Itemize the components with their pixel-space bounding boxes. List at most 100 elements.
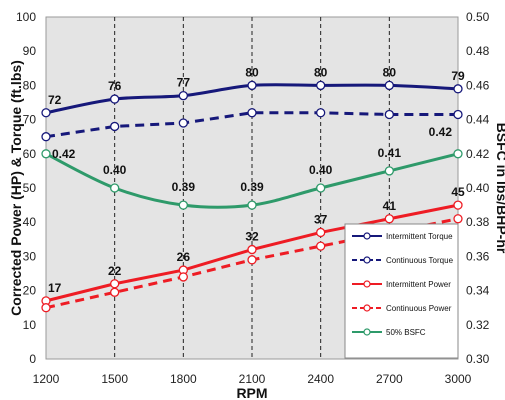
y-tick-label: 30	[23, 249, 37, 263]
y2-tick-label: 0.38	[466, 215, 490, 229]
y-axis-title: Corrected Power (HP) & Torque (ft.lbs)	[8, 60, 24, 316]
data-point-continuous-power	[110, 287, 120, 297]
x-tick-label: 1500	[101, 372, 128, 386]
y-tick-label: 40	[23, 215, 37, 229]
x-axis-title: RPM	[236, 385, 267, 400]
legend-marker-continuous-torque	[363, 256, 371, 264]
y-tick-label: 80	[23, 78, 37, 92]
data-label-intermittent-power: 32	[245, 230, 259, 244]
legend-label-continuous-torque: Continuous Torque	[386, 256, 454, 265]
data-point-50-bsfc	[41, 149, 51, 159]
x-tick-label: 1800	[170, 372, 197, 386]
y-tick-label: 20	[23, 284, 37, 298]
data-label-intermittent-torque: 79	[451, 69, 465, 83]
data-point-intermittent-power	[316, 227, 326, 238]
right-axis-ticks: 0.30 0.32 0.34 0.36 0.38 0.40 0.42 0.44 0.46 0.48…	[466, 10, 490, 366]
legend-label-50-bsfc: 50% BSFC	[386, 328, 426, 337]
data-point-continuous-torque	[384, 109, 394, 120]
x-tick-label: 3000	[445, 372, 472, 386]
data-point-continuous-torque	[110, 121, 120, 132]
x-tick-label: 2100	[239, 372, 266, 386]
data-label-intermittent-torque: 80	[314, 65, 328, 79]
data-point-continuous-torque	[178, 118, 188, 128]
data-point-intermittent-power	[453, 200, 463, 210]
y2-axis-title: BSFC in lbs/BHP-hr	[494, 123, 505, 254]
data-point-intermittent-torque	[384, 80, 394, 91]
data-label-intermittent-torque: 80	[383, 65, 397, 79]
data-label-intermittent-power: 41	[383, 199, 397, 213]
data-label-50-bsfc: 0.40	[309, 163, 333, 177]
data-point-50-bsfc	[178, 200, 188, 210]
data-point-intermittent-power	[384, 214, 394, 224]
y2-tick-label: 0.30	[466, 352, 490, 366]
y-tick-label: 60	[23, 147, 37, 161]
legend-label-intermittent-power: Intermittent Power	[386, 280, 451, 289]
legend-marker-intermittent-power	[363, 280, 371, 288]
data-point-continuous-power	[453, 214, 463, 224]
data-label-intermittent-torque: 80	[245, 65, 259, 79]
data-point-intermittent-torque	[453, 84, 463, 94]
y2-tick-label: 0.46	[466, 78, 490, 92]
y2-tick-label: 0.36	[466, 249, 490, 263]
data-point-continuous-torque	[41, 132, 51, 142]
legend-marker-continuous-power	[363, 304, 371, 312]
left-axis-ticks: 0 10 20 30 40 50 60 70 80 90 100	[16, 10, 36, 366]
legend-label-continuous-power: Continuous Power	[386, 304, 452, 313]
data-point-continuous-power	[316, 241, 326, 251]
y-tick-label: 50	[23, 181, 37, 195]
data-label-intermittent-power: 45	[451, 185, 465, 199]
data-label-intermittent-power: 26	[177, 250, 191, 264]
y-tick-label: 10	[23, 318, 37, 332]
y2-tick-label: 0.34	[466, 284, 490, 298]
data-point-continuous-torque	[453, 109, 463, 120]
legend-marker-intermittent-torque	[363, 232, 371, 240]
data-point-continuous-power	[178, 272, 188, 282]
y-tick-label: 100	[16, 10, 36, 24]
y2-tick-label: 0.42	[466, 147, 490, 161]
data-label-intermittent-torque: 76	[108, 79, 122, 93]
data-labels: 72 76 77 80 80 80 79 17 22 26 32 37 41 45 0.42 0.40 0.39…	[48, 65, 465, 294]
data-point-50-bsfc	[384, 166, 394, 176]
data-label-50-bsfc: 0.41	[378, 146, 402, 160]
x-axis-ticks: 1200 1500 1800 2100 2400 2700 3000	[33, 372, 472, 386]
y2-tick-label: 0.32	[466, 318, 490, 332]
y2-tick-label: 0.50	[466, 10, 490, 24]
data-point-continuous-torque	[247, 108, 257, 118]
data-point-50-bsfc	[110, 183, 120, 193]
data-label-50-bsfc: 0.42	[52, 147, 76, 161]
x-tick-label: 2400	[307, 372, 334, 386]
data-label-intermittent-torque: 72	[48, 93, 62, 107]
data-point-intermittent-torque	[178, 91, 188, 101]
data-point-intermittent-torque	[110, 94, 120, 104]
x-tick-label: 1200	[33, 372, 60, 386]
data-point-continuous-power	[41, 303, 51, 313]
data-point-intermittent-torque	[316, 80, 326, 91]
data-point-intermittent-torque	[247, 80, 257, 91]
data-point-intermittent-power	[247, 244, 257, 255]
legend-label-intermittent-torque: Intermittent Torque	[386, 232, 453, 241]
data-label-50-bsfc: 0.39	[240, 180, 264, 194]
y2-tick-label: 0.48	[466, 44, 490, 58]
data-point-50-bsfc	[316, 183, 326, 193]
data-label-intermittent-power: 37	[314, 212, 328, 226]
y-tick-label: 90	[23, 44, 37, 58]
legend-box	[344, 223, 459, 359]
data-label-intermittent-torque: 77	[177, 76, 191, 90]
data-label-50-bsfc: 0.39	[172, 180, 196, 194]
data-label-50-bsfc: 0.42	[429, 125, 453, 139]
legend-marker-50-bsfc	[363, 328, 371, 336]
x-tick-label: 2700	[376, 372, 403, 386]
y-tick-label: 0	[29, 352, 36, 366]
y2-tick-label: 0.40	[466, 181, 490, 195]
data-point-50-bsfc	[453, 149, 463, 159]
data-point-continuous-torque	[316, 108, 326, 118]
data-point-intermittent-torque	[41, 108, 51, 118]
data-point-50-bsfc	[247, 200, 257, 210]
y2-tick-label: 0.44	[466, 113, 490, 127]
data-point-continuous-power	[247, 255, 257, 265]
data-point-intermittent-power	[110, 279, 120, 289]
data-label-50-bsfc: 0.40	[103, 163, 127, 177]
legend: Intermittent Torque Continuous Torque Inte…	[344, 223, 459, 359]
data-label-intermittent-power: 22	[108, 264, 122, 278]
